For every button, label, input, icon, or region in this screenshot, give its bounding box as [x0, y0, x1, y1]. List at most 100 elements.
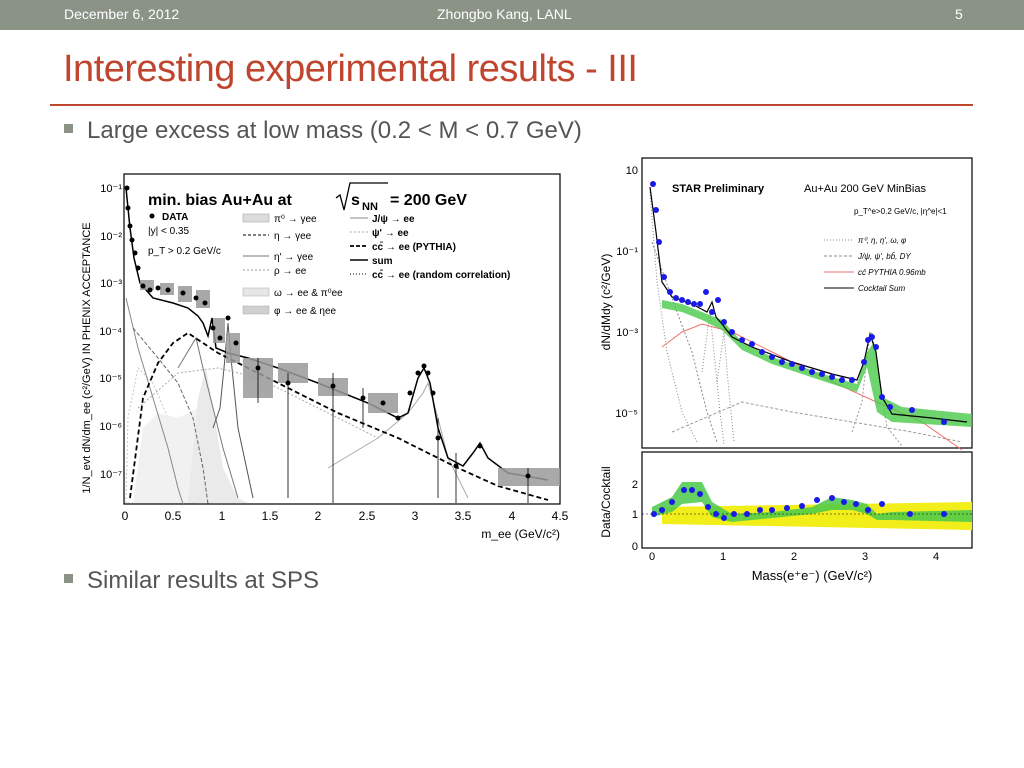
legend-item: cc̄ → ee (random correlation) [372, 269, 510, 281]
phenix-xticks: 0 0.5 1 1.5 2 2.5 3 3.5 4 4.5 [122, 509, 569, 523]
star-bottom-yticks: 0 1 2 [632, 479, 638, 553]
bullet-text: Similar results at SPS [87, 567, 320, 594]
phenix-title-prefix: min. bias Au+Au at [148, 192, 293, 209]
star-ylabel-top: dN/dMdy (c²/GeV) [599, 254, 613, 351]
star-xtick: 0 [649, 551, 655, 563]
phenix-title-sqrt: s [351, 192, 360, 209]
phenix-cut-y: |y| < 0.35 [148, 226, 189, 237]
star-xtick: 1 [720, 551, 726, 563]
phenix-xtick: 0.5 [165, 509, 182, 523]
title-divider [50, 104, 973, 106]
star-xtick: 4 [933, 551, 939, 563]
header-bar: December 6, 2012 Zhongbo Kang, LANL 5 [0, 0, 1024, 30]
phenix-xtick: 3.5 [455, 509, 472, 523]
star-ratio-green-band [652, 482, 972, 522]
legend-item: π⁰, η, η', ω, φ [858, 236, 906, 245]
phenix-xtick: 3 [412, 509, 419, 523]
star-legend: π⁰, η, η', ω, φ J/ψ, ψ', bb̄, DY cc̄ PYT… [824, 236, 926, 293]
header-author: Zhongbo Kang, LANL [437, 6, 572, 22]
phenix-hatched-cocktail [125, 366, 248, 504]
phenix-curve-eta [132, 327, 209, 505]
star-curve-dy [671, 401, 963, 443]
phenix-plot: 1/N_evt dN/dm_ee (c²/GeV) IN PHENIX ACCE… [81, 173, 569, 541]
star-plot: dN/dMdy (c²/GeV) Data/Cocktail 10 10⁻¹ 1… [592, 152, 978, 590]
star-xtick: 2 [791, 551, 797, 563]
phenix-xtick: 1 [219, 509, 226, 523]
phenix-xtick: 0 [122, 509, 129, 523]
bullet-text: Large excess at low mass (0.2 < M < 0.7 … [87, 117, 582, 144]
phenix-ytick: 10⁻⁵ [99, 373, 122, 385]
phenix-xtick: 4.5 [552, 509, 569, 523]
star-curve-eta [651, 241, 718, 443]
star-band-top [662, 300, 972, 427]
phenix-title-sub: NN [362, 201, 378, 213]
legend-item: cc̄ PYTHIA 0.96mb [858, 268, 926, 277]
phenix-plot-title: min. bias Au+Au at s NN = 200 GeV [148, 182, 467, 213]
legend-item: ω → ee & π⁰ee [274, 288, 343, 299]
legend-item: J/ψ, ψ', bb̄, DY [857, 252, 911, 261]
phenix-curve-omega [177, 336, 239, 499]
phenix-ytick: 10⁻¹ [100, 183, 122, 195]
legend-item: J/ψ → ee [372, 214, 415, 225]
star-title-left: STAR Preliminary [672, 183, 765, 195]
star-top-frame [641, 157, 973, 449]
phenix-xtick: 1.5 [262, 509, 279, 523]
phenix-data-label: DATA [162, 212, 188, 223]
phenix-ytick: 10⁻² [100, 231, 122, 243]
phenix-cut-pt: p_T > 0.2 GeV/c [148, 246, 221, 257]
phenix-data-points [124, 185, 531, 479]
star-ytick: 2 [632, 479, 638, 491]
star-title-right: Au+Au 200 GeV MinBias [804, 183, 926, 195]
sqrt-sign-icon [335, 182, 388, 211]
star-ratio-yellow-band [662, 502, 972, 530]
phenix-xtick: 4 [509, 509, 516, 523]
star-ytick: 10⁻⁵ [615, 408, 638, 420]
star-ytick: 1 [632, 509, 638, 521]
star-ytick: 0 [632, 541, 638, 553]
star-data-points [650, 181, 947, 425]
phenix-ytick: 10⁻⁶ [99, 421, 122, 433]
bullet-item: Similar results at SPS [64, 567, 319, 595]
legend-item: cc̄ → ee (PYTHIA) [372, 241, 456, 253]
phenix-ylabel: 1/N_evt dN/dm_ee (c²/GeV) IN PHENIX ACCE… [81, 222, 93, 493]
phenix-ytick: 10⁻³ [100, 278, 122, 290]
star-ytick: 10⁻¹ [616, 246, 638, 258]
star-cuts: p_T^e>0.2 GeV/c, |η^e|<1 [854, 207, 947, 216]
phenix-curve-phi [212, 322, 254, 499]
phenix-yticks: 10⁻¹ 10⁻² 10⁻³ 10⁻⁴ 10⁻⁵ 10⁻⁶ 10⁻⁷ [99, 183, 122, 481]
star-ytick: 10⁻³ [616, 327, 638, 339]
star-ylabel-bottom: Data/Cocktail [599, 466, 613, 537]
phenix-curve-rho [137, 367, 379, 439]
legend-item: φ → ee & ηee [274, 306, 337, 317]
star-xtick: 3 [862, 551, 868, 563]
star-curve-phi [716, 331, 735, 443]
phenix-legend-left: π⁰ → γee η → γee η' → γee ρ → ee ω → ee … [242, 213, 343, 317]
bullet-square-icon [64, 574, 73, 583]
star-curve-pi0 [649, 191, 698, 443]
phenix-data-marker-icon [149, 213, 155, 219]
slide-number: 5 [955, 6, 963, 22]
legend-item: η' → γee [274, 252, 314, 263]
legend-item: ψ' → ee [372, 228, 409, 239]
phenix-xtick: 2 [315, 509, 322, 523]
phenix-curve-pi0 [125, 297, 184, 505]
star-top-yticks: 10 10⁻¹ 10⁻³ 10⁻⁵ [615, 165, 638, 420]
phenix-xlabel: m_ee (GeV/c²) [481, 527, 560, 541]
star-ratio-points [651, 487, 947, 521]
phenix-title-suffix: = 200 GeV [390, 192, 467, 209]
slide-title: Interesting experimental results - III [63, 48, 638, 90]
bullet-square-icon [64, 124, 73, 133]
legend-item: sum [372, 256, 393, 267]
legend-item: η → γee [274, 231, 312, 242]
legend-item: ρ → ee [274, 266, 307, 277]
phenix-legend-right: J/ψ → ee ψ' → ee cc̄ → ee (PYTHIA) sum c… [350, 214, 510, 281]
legend-item: Cocktail Sum [858, 284, 905, 293]
star-ytick: 10 [626, 165, 638, 177]
star-xlabel: Mass(e⁺e⁻) (GeV/c²) [752, 568, 873, 583]
legend-item: π⁰ → γee [274, 214, 317, 225]
star-xticks: 0 1 2 3 4 [649, 551, 939, 563]
header-date: December 6, 2012 [64, 6, 180, 22]
phenix-error-bars [257, 358, 529, 503]
phenix-xtick: 2.5 [359, 509, 376, 523]
phenix-ytick: 10⁻⁷ [100, 469, 122, 481]
